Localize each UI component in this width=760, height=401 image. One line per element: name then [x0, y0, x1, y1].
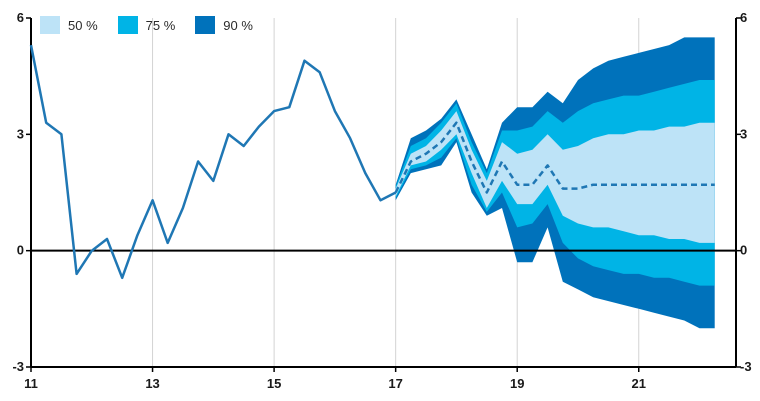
legend-item-50: 50 %: [40, 16, 98, 34]
legend-swatch-75: [117, 16, 138, 34]
band-50: [395, 111, 715, 243]
legend: 50 % 75 % 90 %: [40, 16, 253, 34]
x-tick-label-19: 19: [510, 376, 524, 391]
legend-label-75: 75 %: [145, 17, 176, 33]
legend-swatch-90: [195, 16, 216, 34]
y-tick-label-right-3: 3: [740, 126, 747, 141]
y-tick-label-left-3: 3: [17, 126, 24, 141]
legend-label-90: 90 %: [223, 17, 253, 33]
legend-label-50: 50 %: [68, 17, 98, 33]
y-tick-label-right-6: 6: [740, 10, 747, 25]
y-tick-label-right--3: -3: [740, 359, 752, 374]
legend-item-90: 90 %: [195, 16, 253, 34]
x-tick-label-21: 21: [632, 376, 646, 391]
x-tick-label-17: 17: [388, 376, 402, 391]
x-tick-label-15: 15: [267, 376, 281, 391]
x-tick-label-11: 11: [24, 376, 38, 391]
y-tick-label-left-0: 0: [17, 243, 24, 258]
y-tick-label-right-0: 0: [740, 243, 747, 258]
y-tick-label-left-6: 6: [17, 10, 24, 25]
legend-swatch-50: [40, 16, 60, 34]
projection-median-line: [394, 121, 715, 194]
legend-item-75: 75 %: [117, 16, 176, 34]
historical-line: [29, 44, 397, 280]
y-tick-label-left--3: -3: [12, 359, 24, 374]
x-tick-label-13: 13: [145, 376, 159, 391]
